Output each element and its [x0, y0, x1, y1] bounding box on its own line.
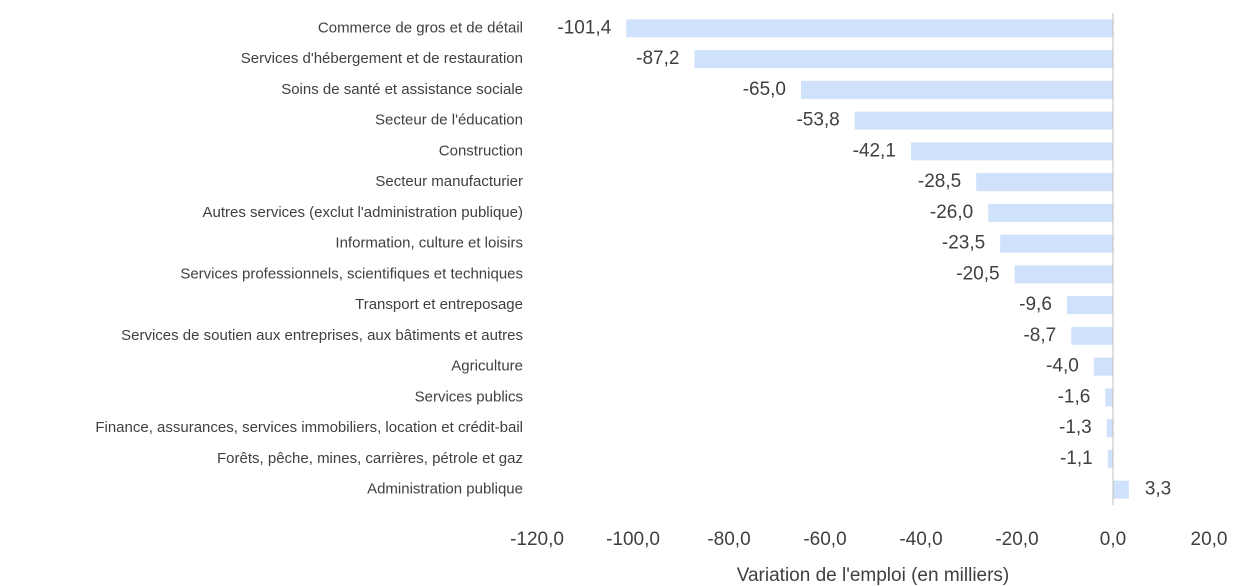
- value-label: -1,1: [1060, 448, 1093, 469]
- bar: [626, 19, 1113, 38]
- category-label: Autres services (exclut l'administration…: [202, 204, 523, 221]
- category-label: Secteur manufacturier: [375, 173, 523, 190]
- category-label: Soins de santé et assistance sociale: [281, 81, 523, 98]
- category-label: Transport et entreposage: [355, 296, 523, 313]
- value-label: -8,7: [1023, 325, 1056, 346]
- bar: [1105, 388, 1113, 407]
- bar: [694, 50, 1113, 69]
- category-label: Services professionnels, scientifiques e…: [180, 265, 523, 282]
- value-label: -101,4: [557, 17, 611, 38]
- category-label: Services publics: [415, 388, 523, 405]
- value-label: -87,2: [636, 48, 679, 69]
- category-label: Construction: [439, 142, 523, 159]
- category-label: Finance, assurances, services immobilier…: [95, 419, 523, 436]
- value-label: -20,5: [956, 263, 999, 284]
- bar: [910, 142, 1113, 161]
- bar: [1014, 265, 1113, 284]
- value-label: -42,1: [853, 140, 896, 161]
- value-label: -1,6: [1058, 386, 1091, 407]
- bar: [988, 203, 1113, 222]
- value-label: 3,3: [1145, 479, 1171, 500]
- bar: [1071, 326, 1113, 345]
- bar: [1066, 296, 1113, 315]
- x-tick-label: -20,0: [995, 529, 1038, 550]
- x-tick-label: -100,0: [606, 529, 660, 550]
- value-label: -28,5: [918, 171, 961, 192]
- category-label: Information, culture et loisirs: [335, 235, 523, 252]
- bar: [1106, 419, 1113, 438]
- category-label: Services d'hébergement et de restauratio…: [241, 50, 523, 67]
- category-label: Forêts, pêche, mines, carrières, pétrole…: [217, 450, 523, 467]
- value-label: -26,0: [930, 202, 973, 223]
- value-label: -23,5: [942, 233, 985, 254]
- value-label: -53,8: [796, 110, 839, 131]
- category-label: Administration publique: [367, 481, 523, 498]
- category-label: Commerce de gros et de détail: [318, 19, 523, 36]
- bar: [976, 173, 1113, 192]
- x-axis-title: Variation de l'emploi (en milliers): [737, 565, 1010, 586]
- x-tick-label: -120,0: [510, 529, 564, 550]
- bar: [1107, 449, 1113, 468]
- x-tick-label: 20,0: [1191, 529, 1228, 550]
- value-label: -1,3: [1059, 417, 1092, 438]
- x-tick-label: 0,0: [1100, 529, 1126, 550]
- x-tick-label: -80,0: [707, 529, 750, 550]
- value-label: -9,6: [1019, 294, 1052, 315]
- x-tick-label: -40,0: [899, 529, 942, 550]
- bar: [854, 111, 1113, 130]
- bar: [1000, 234, 1113, 253]
- bar: [801, 80, 1113, 99]
- category-label: Secteur de l'éducation: [375, 112, 523, 129]
- bar: [1113, 480, 1129, 499]
- value-label: -65,0: [743, 79, 786, 100]
- category-label: Agriculture: [451, 358, 523, 375]
- category-label: Services de soutien aux entreprises, aux…: [121, 327, 523, 344]
- bar: [1093, 357, 1113, 376]
- value-label: -4,0: [1046, 356, 1079, 377]
- x-tick-label: -60,0: [803, 529, 846, 550]
